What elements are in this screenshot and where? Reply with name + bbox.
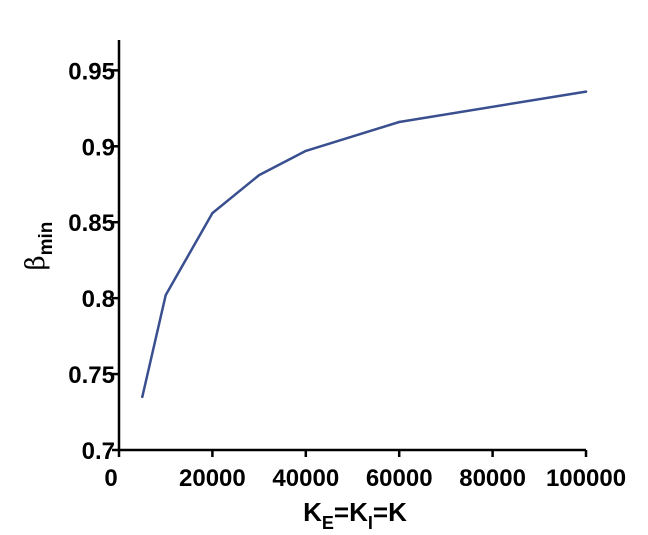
x-tick-label: 20000 (179, 465, 246, 492)
x-tick-label: 80000 (459, 465, 526, 492)
series-line (141, 90, 588, 399)
y-tick-label: 0.9 (82, 134, 115, 161)
x-tick-label: 40000 (272, 465, 339, 492)
y-tick-label: 0.8 (82, 286, 115, 313)
x-axis-label-sub2: I (368, 513, 373, 533)
data-point (584, 90, 588, 93)
y-tick-label: 0.85 (68, 210, 115, 237)
x-axis-label-eq1: =K (334, 497, 368, 527)
x-axis-label-eq2: =K (373, 497, 407, 527)
y-tick-label: 0.95 (68, 58, 115, 85)
data-point (257, 173, 261, 177)
data-point (398, 120, 401, 124)
data-point (211, 211, 214, 215)
series-group (141, 90, 588, 399)
data-point (164, 293, 167, 297)
x-tick-label: 0 (104, 465, 117, 492)
y-axis-label-symbol: β (21, 255, 51, 270)
x-axis-label-main: K (303, 497, 322, 527)
y-tick-label: 0.75 (68, 362, 115, 389)
y-tick-label: 0.7 (82, 438, 115, 465)
x-axis-ticks: 0 20000 40000 60000 80000 100000 (104, 450, 626, 492)
y-axis-label-sub: min (36, 222, 57, 256)
data-point (304, 149, 307, 153)
x-axis-label-sub1: E (322, 513, 334, 533)
y-axis-label: βmin (21, 222, 57, 271)
x-tick-label: 60000 (366, 465, 433, 492)
x-tick-label: 100000 (546, 465, 626, 492)
y-axis-ticks: 0.7 0.75 0.8 0.85 0.9 0.95 (68, 58, 119, 465)
data-point (141, 395, 144, 399)
axes (117, 40, 586, 452)
x-axis-label: KE=KI=K (303, 497, 407, 533)
